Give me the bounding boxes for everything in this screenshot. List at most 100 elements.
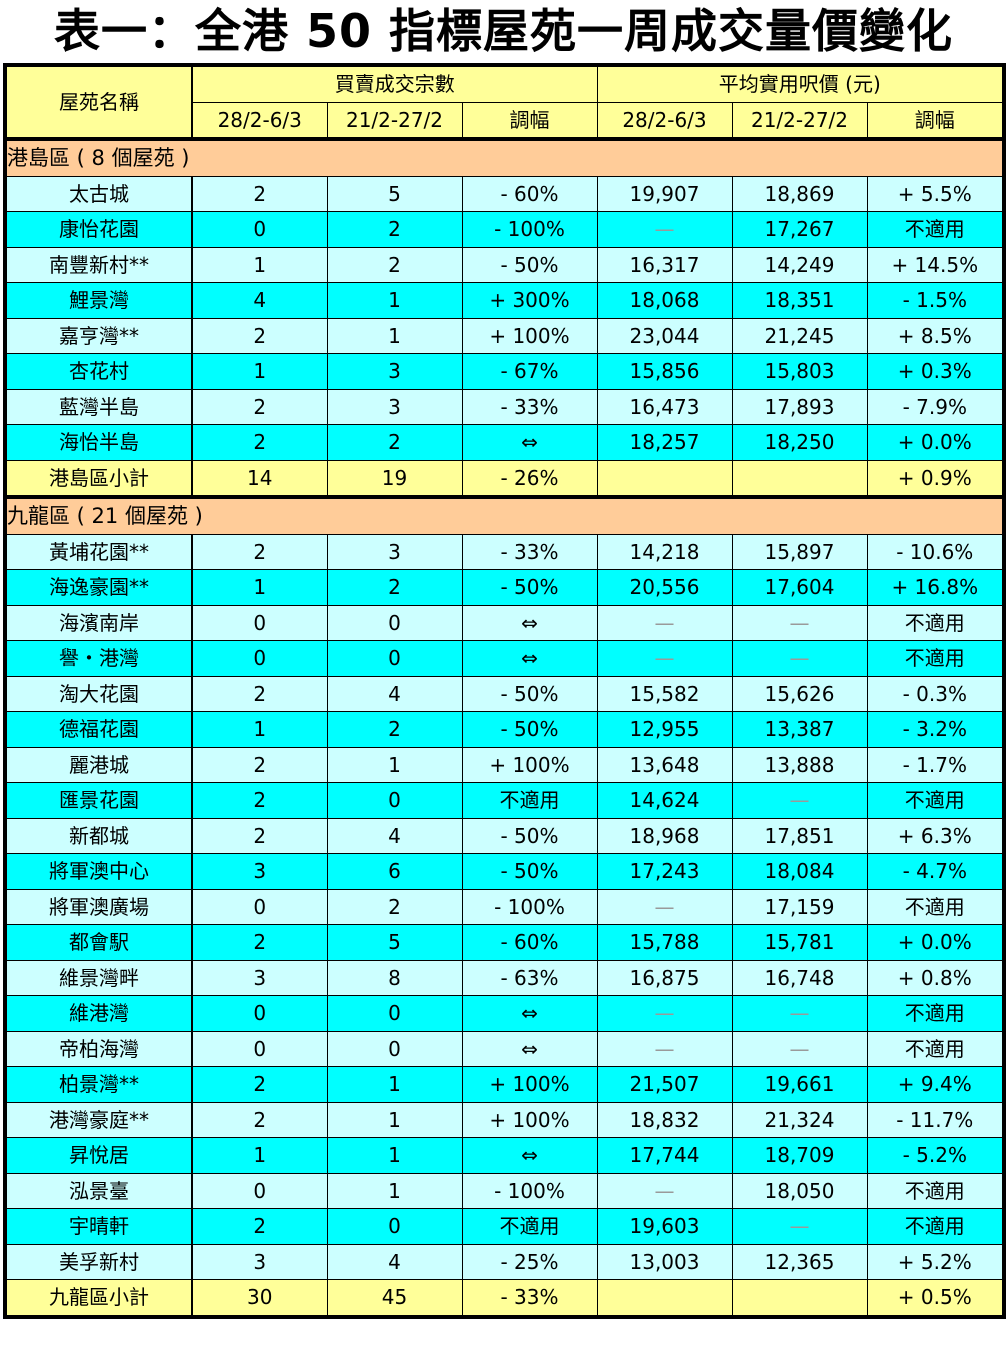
- table-row: 新都城 2 4- 50% 18,968 17,851 + 6.3%: [4, 817, 1005, 854]
- tx-previous-cell: 1: [326, 746, 463, 783]
- header-tx-previous: 21/2-27/2: [326, 101, 463, 141]
- price-previous-cell: —: [731, 640, 868, 677]
- tx-change-cell: ⇔: [461, 424, 598, 461]
- tx-change-cell: ⇔: [461, 995, 598, 1032]
- price-current-cell: —: [596, 1172, 733, 1209]
- tx-previous-cell: 5: [326, 175, 463, 212]
- tx-previous-cell: 0: [326, 995, 463, 1032]
- section-row: 九龍區 ( 21 個屋苑 ): [4, 496, 1005, 535]
- table-row: 帝柏海灣 0 0 ⇔ — — 不適用: [4, 1030, 1005, 1067]
- subtotal-row: 港島區小計 14 19- 26% + 0.9%: [4, 459, 1005, 499]
- tx-change-cell: - 100%: [461, 1172, 598, 1209]
- price-current-cell: 13,003: [596, 1243, 733, 1280]
- price-previous-cell: —: [731, 1030, 868, 1067]
- price-change-cell: + 0.0%: [866, 424, 1005, 461]
- price-current-cell: 12,955: [596, 711, 733, 748]
- price-current-cell: 18,257: [596, 424, 733, 461]
- estate-name-cell: 譽・港灣: [4, 640, 193, 677]
- price-change-cell: + 0.8%: [866, 959, 1005, 996]
- tx-change-cell: - 50%: [461, 569, 598, 606]
- tx-current-cell: 0: [191, 995, 328, 1032]
- price-change-cell: + 0.3%: [866, 353, 1005, 390]
- tx-current-cell: 1: [191, 711, 328, 748]
- price-previous-cell: 18,869: [731, 175, 868, 212]
- estate-name-cell: 都會駅: [4, 924, 193, 961]
- estate-name-cell: 南豐新村**: [4, 246, 193, 283]
- table-row: 太古城 2 5- 60% 19,907 18,869 + 5.5%: [4, 175, 1005, 212]
- table-row: 美孚新村 3 4- 25% 13,003 12,365 + 5.2%: [4, 1243, 1005, 1280]
- table-row: 港灣豪庭** 2 1 + 100% 18,832 21,324- 11.7%: [4, 1101, 1005, 1138]
- tx-current-cell: 1: [191, 353, 328, 390]
- tx-change-cell: - 63%: [461, 959, 598, 996]
- price-previous-cell: 13,888: [731, 746, 868, 783]
- table-row: 海怡半島 2 2 ⇔ 18,257 18,250 + 0.0%: [4, 424, 1005, 461]
- tx-change-cell: - 60%: [461, 175, 598, 212]
- estate-name-cell: 帝柏海灣: [4, 1030, 193, 1067]
- tx-current-cell: 2: [191, 1101, 328, 1138]
- price-current-cell: 15,788: [596, 924, 733, 961]
- price-change-cell: + 6.3%: [866, 817, 1005, 854]
- price-current-cell: 19,907: [596, 175, 733, 212]
- subtotal-row: 九龍區小計 30 45- 33% + 0.5%: [4, 1279, 1005, 1319]
- tx-previous-cell: 0: [326, 640, 463, 677]
- price-previous-cell: 16,748: [731, 959, 868, 996]
- price-current-cell: 19,603: [596, 1208, 733, 1245]
- price-current-cell: 15,582: [596, 675, 733, 712]
- tx-change-cell: 不適用: [461, 782, 598, 819]
- price-change-cell: 不適用: [866, 1208, 1005, 1245]
- estate-transactions-table: 屋苑名稱 買賣成交宗數 平均實用呎價 (元) 28/2-6/3 21/2-27/…: [3, 63, 1007, 1319]
- price-previous-cell: —: [731, 782, 868, 819]
- estate-name-cell: 昇悅居: [4, 1137, 193, 1174]
- price-change-cell: - 0.3%: [866, 675, 1005, 712]
- price-change-cell: 不適用: [866, 211, 1005, 248]
- subtotal-price-current-cell: [596, 1279, 733, 1319]
- tx-current-cell: 3: [191, 1243, 328, 1280]
- price-change-cell: - 4.7%: [866, 853, 1005, 890]
- tx-current-cell: 2: [191, 675, 328, 712]
- table-row: 匯景花園 2 0 不適用 14,624— 不適用: [4, 782, 1005, 819]
- subtotal-price-current-cell: [596, 459, 733, 499]
- table-row: 將軍澳中心 3 6- 50% 17,243 18,084- 4.7%: [4, 853, 1005, 890]
- tx-previous-cell: 4: [326, 1243, 463, 1280]
- header-avg-price: 平均實用呎價 (元): [596, 64, 1005, 103]
- tx-previous-cell: 4: [326, 675, 463, 712]
- subtotal-price-previous-cell: [731, 459, 868, 499]
- estate-name-cell: 杏花村: [4, 353, 193, 390]
- price-current-cell: —: [596, 640, 733, 677]
- subtotal-estate-name-cell: 港島區小計: [4, 459, 193, 499]
- tx-change-cell: + 100%: [461, 746, 598, 783]
- estate-name-cell: 柏景灣**: [4, 1066, 193, 1103]
- price-current-cell: 23,044: [596, 317, 733, 354]
- tx-change-cell: 不適用: [461, 1208, 598, 1245]
- tx-previous-cell: 8: [326, 959, 463, 996]
- subtotal-price-previous-cell: [731, 1279, 868, 1319]
- estate-name-cell: 太古城: [4, 175, 193, 212]
- table-row: 泓景臺 0 1- 100% —18,050 不適用: [4, 1172, 1005, 1209]
- tx-previous-cell: 1: [326, 282, 463, 319]
- table-row: 麗港城 2 1 + 100% 13,648 13,888- 1.7%: [4, 746, 1005, 783]
- price-previous-cell: 15,897: [731, 533, 868, 570]
- section-row: 港島區 ( 8 個屋苑 ): [4, 138, 1005, 177]
- tx-change-cell: - 100%: [461, 211, 598, 248]
- tx-current-cell: 1: [191, 1137, 328, 1174]
- table-row: 都會駅 2 5- 60% 15,788 15,781 + 0.0%: [4, 924, 1005, 961]
- tx-change-cell: - 50%: [461, 711, 598, 748]
- price-previous-cell: 18,351: [731, 282, 868, 319]
- price-previous-cell: 21,324: [731, 1101, 868, 1138]
- tx-change-cell: - 50%: [461, 675, 598, 712]
- subtotal-estate-name-cell: 九龍區小計: [4, 1279, 193, 1319]
- tx-current-cell: 2: [191, 388, 328, 425]
- price-current-cell: 17,744: [596, 1137, 733, 1174]
- price-change-cell: - 5.2%: [866, 1137, 1005, 1174]
- tx-previous-cell: 1: [326, 1137, 463, 1174]
- tx-previous-cell: 1: [326, 1172, 463, 1209]
- tx-change-cell: - 33%: [461, 533, 598, 570]
- table-row: 海濱南岸 0 0 ⇔ — — 不適用: [4, 604, 1005, 641]
- header-tx-change: 調幅: [461, 101, 598, 141]
- price-previous-cell: 12,365: [731, 1243, 868, 1280]
- price-change-cell: + 16.8%: [866, 569, 1005, 606]
- table-row: 維港灣 0 0 ⇔ — — 不適用: [4, 995, 1005, 1032]
- price-current-cell: 17,243: [596, 853, 733, 890]
- header-price-change: 調幅: [866, 101, 1005, 141]
- tx-previous-cell: 0: [326, 782, 463, 819]
